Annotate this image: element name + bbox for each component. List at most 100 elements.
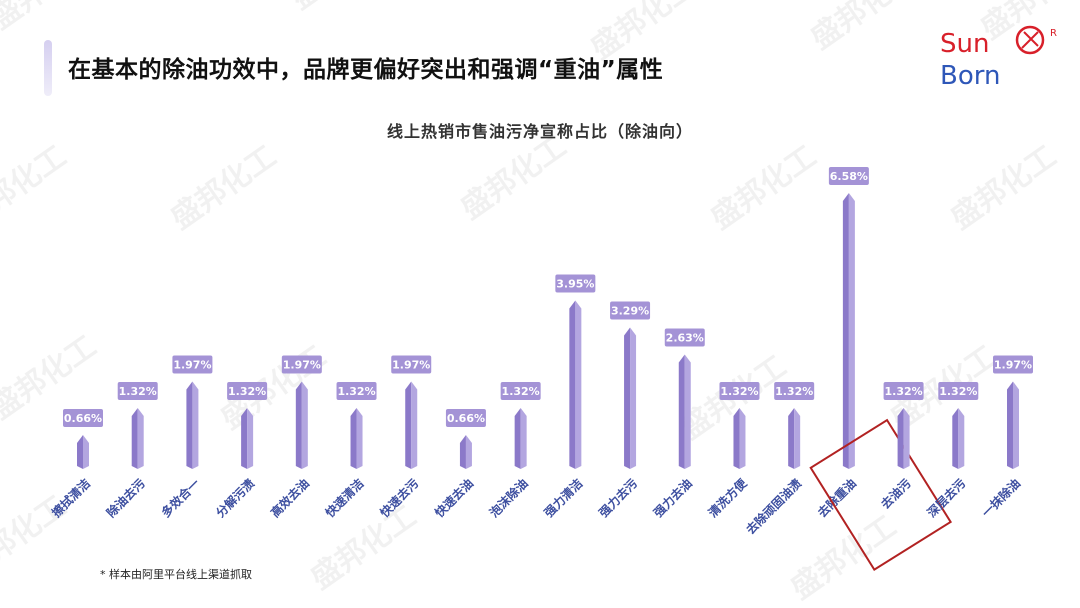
data-label: 0.66% bbox=[447, 412, 485, 425]
bar-side-face bbox=[630, 327, 637, 469]
watermark-text: 盛邦化工 bbox=[785, 509, 903, 606]
watermark-text: 盛邦化工 bbox=[945, 139, 1063, 236]
bar bbox=[77, 435, 89, 469]
data-label: 1.32% bbox=[720, 385, 758, 398]
bar-front-face bbox=[131, 408, 138, 469]
category-label: 高效去油 bbox=[267, 476, 312, 521]
watermark-text: 盛邦化工 bbox=[585, 0, 703, 67]
bar bbox=[405, 381, 418, 469]
bar bbox=[295, 381, 308, 469]
watermark-text: 盛邦化工 bbox=[975, 0, 1080, 47]
data-label-box bbox=[281, 355, 322, 374]
category-label: 清洗方便 bbox=[705, 475, 750, 520]
bar-side-face bbox=[356, 408, 363, 469]
bar bbox=[569, 300, 582, 469]
bar-side-face bbox=[247, 408, 254, 469]
category-label: 除油去污 bbox=[103, 476, 148, 521]
data-label-box bbox=[993, 355, 1033, 374]
data-label-box bbox=[719, 382, 760, 401]
data-label: 1.32% bbox=[119, 385, 157, 398]
bar-side-face bbox=[794, 408, 801, 469]
category-label: 泡沫除油 bbox=[486, 476, 531, 521]
bar bbox=[788, 408, 801, 469]
bar bbox=[350, 408, 363, 469]
sunborn-logo: Sun Born R bbox=[940, 25, 1057, 91]
bar-side-face bbox=[739, 408, 746, 469]
bar bbox=[459, 435, 472, 469]
bar-front-face bbox=[459, 435, 466, 469]
data-label-box bbox=[883, 382, 924, 401]
title-accent-bar bbox=[44, 40, 52, 96]
watermark-text: 盛邦化工 bbox=[165, 139, 283, 236]
watermark-text: 盛邦化工 bbox=[305, 499, 423, 596]
data-label-box bbox=[555, 274, 596, 293]
bar-front-face bbox=[733, 408, 740, 469]
category-label: 一抹除油 bbox=[979, 476, 1024, 521]
data-label: 0.66% bbox=[64, 412, 102, 425]
bar-front-face bbox=[77, 435, 83, 469]
bar bbox=[897, 408, 910, 469]
bar bbox=[241, 408, 254, 469]
data-label-box bbox=[938, 382, 979, 401]
bar-side-face bbox=[958, 408, 965, 469]
category-label: 强力去污 bbox=[596, 476, 641, 521]
data-label-box bbox=[774, 382, 815, 401]
chart-title: 线上热销市售油污净宣称占比（除油向） bbox=[386, 122, 693, 141]
category-label: 快速去油 bbox=[432, 476, 477, 521]
page-title: 在基本的除油功效中，品牌更偏好突出和强调“重油”属性 bbox=[68, 57, 664, 83]
data-label: 1.32% bbox=[939, 385, 977, 398]
watermark-text: 盛邦化工 bbox=[285, 0, 403, 17]
category-label: 强力清洁 bbox=[541, 476, 586, 521]
bar-front-face bbox=[952, 408, 959, 469]
bar-front-face bbox=[897, 408, 904, 469]
bar-side-face bbox=[520, 408, 527, 469]
watermark-text: 盛邦化工 bbox=[0, 139, 73, 236]
logo-emblem-icon bbox=[1015, 25, 1045, 55]
data-label-box bbox=[664, 328, 705, 347]
data-label-box bbox=[336, 382, 377, 401]
footnote: * 样本由阿里平台线上渠道抓取 bbox=[100, 568, 252, 581]
data-label: 3.29% bbox=[611, 305, 649, 318]
watermark-text: 盛邦化工 bbox=[0, 0, 103, 37]
bar-side-face bbox=[192, 381, 199, 469]
bar bbox=[624, 327, 637, 469]
bar-side-face bbox=[83, 435, 89, 469]
bar-front-face bbox=[405, 381, 412, 469]
data-label: 1.32% bbox=[228, 385, 266, 398]
bar-side-face bbox=[575, 300, 582, 469]
bar-front-face bbox=[295, 381, 302, 469]
data-label-box bbox=[63, 409, 103, 428]
bar-side-face bbox=[903, 408, 910, 469]
data-label-box bbox=[500, 382, 541, 401]
bar-front-face bbox=[186, 381, 193, 469]
data-label: 3.95% bbox=[556, 278, 594, 291]
bar bbox=[952, 408, 965, 469]
data-label-box bbox=[391, 355, 432, 374]
bar-front-face bbox=[788, 408, 795, 469]
category-label: 快速清洁 bbox=[322, 476, 367, 521]
data-label: 1.97% bbox=[173, 358, 211, 371]
bar-front-face bbox=[241, 408, 248, 469]
bar bbox=[131, 408, 144, 469]
data-label-box bbox=[227, 382, 268, 401]
category-label: 去油污 bbox=[878, 476, 914, 512]
bar-front-face bbox=[350, 408, 357, 469]
bar-front-face bbox=[1007, 381, 1013, 469]
watermark-text: 盛邦化工 bbox=[805, 0, 923, 57]
bar-side-face bbox=[411, 381, 418, 469]
data-label: 1.32% bbox=[337, 385, 375, 398]
data-label-box bbox=[610, 301, 651, 320]
category-label: 多效合一 bbox=[158, 476, 203, 521]
bar-front-face bbox=[624, 327, 631, 469]
logo-r-mark: R bbox=[1050, 28, 1057, 39]
watermark-text: 盛邦化工 bbox=[455, 129, 573, 226]
category-label: 分解污渍 bbox=[213, 476, 258, 521]
bar-side-face bbox=[301, 381, 308, 469]
logo-sun-text: Sun bbox=[940, 29, 989, 59]
data-label: 2.63% bbox=[666, 331, 704, 344]
bar-side-face bbox=[848, 193, 855, 469]
bar bbox=[514, 408, 527, 469]
logo-born-text: Born bbox=[940, 61, 1000, 91]
data-label: 1.32% bbox=[885, 385, 923, 398]
